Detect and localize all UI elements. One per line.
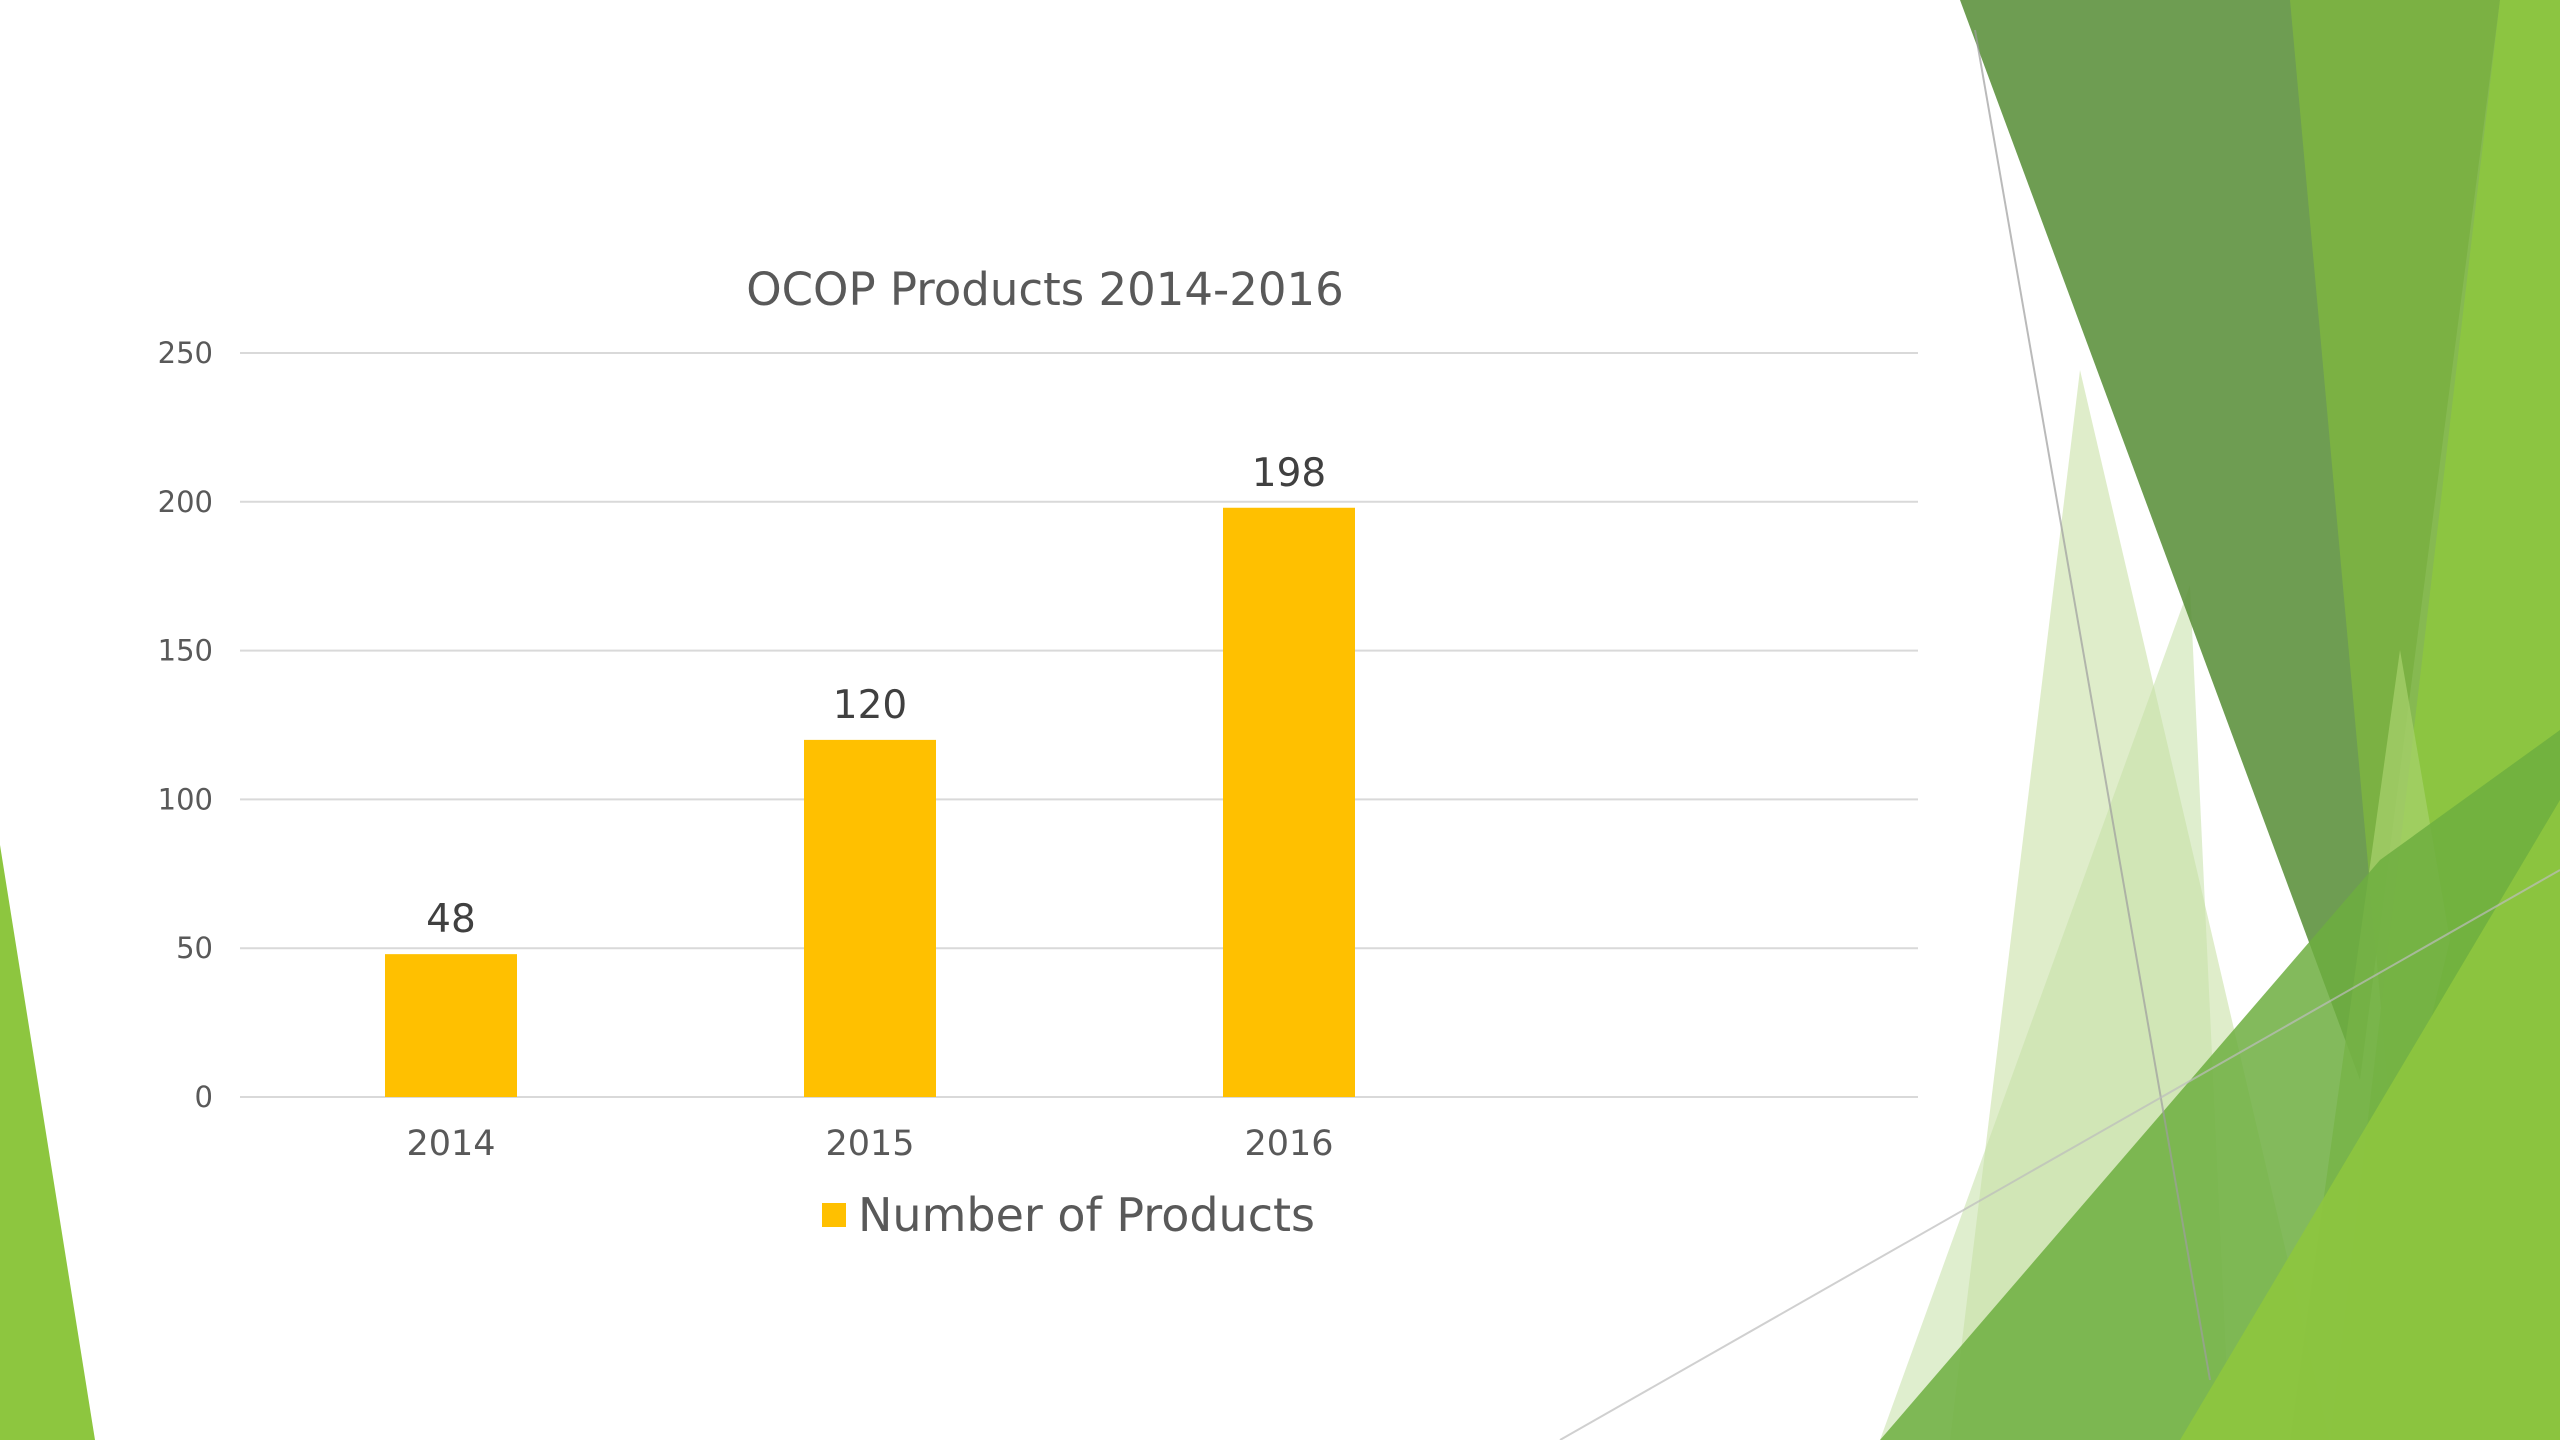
bar-2015 [804,739,936,1097]
bar-layer [385,507,1355,1097]
y-tick-label: 0 [195,1080,213,1114]
legend: Number of Products [822,1188,1315,1242]
bar-2014 [385,954,517,1097]
y-tick-label: 150 [158,634,213,668]
label-layer: 48 2014 120 2015 198 2016 [406,451,1333,1164]
x-tick-label: 2014 [406,1124,495,1164]
y-tick-label: 250 [158,336,213,370]
chart-title: OCOP Products 2014-2016 [746,263,1344,316]
data-label-2014: 48 [426,897,476,942]
left-green-sliver [0,845,95,1440]
data-label-2015: 120 [833,683,907,728]
facet-bright-bottom [2180,800,2560,1440]
outline-stroke-1 [1974,29,2211,1381]
legend-swatch [822,1203,846,1227]
y-tick-label: 100 [158,782,213,816]
grid-layer: 0 50 100 150 200 250 [158,336,1918,1114]
bar-2016 [1223,507,1355,1097]
x-tick-label: 2015 [825,1124,914,1164]
legend-label: Number of Products [858,1188,1315,1242]
y-tick-label: 200 [158,485,213,519]
x-tick-label: 2016 [1244,1124,1333,1164]
y-tick-label: 50 [176,931,213,965]
data-label-2016: 198 [1252,451,1326,496]
outline-stroke-2 [1559,869,2560,1440]
